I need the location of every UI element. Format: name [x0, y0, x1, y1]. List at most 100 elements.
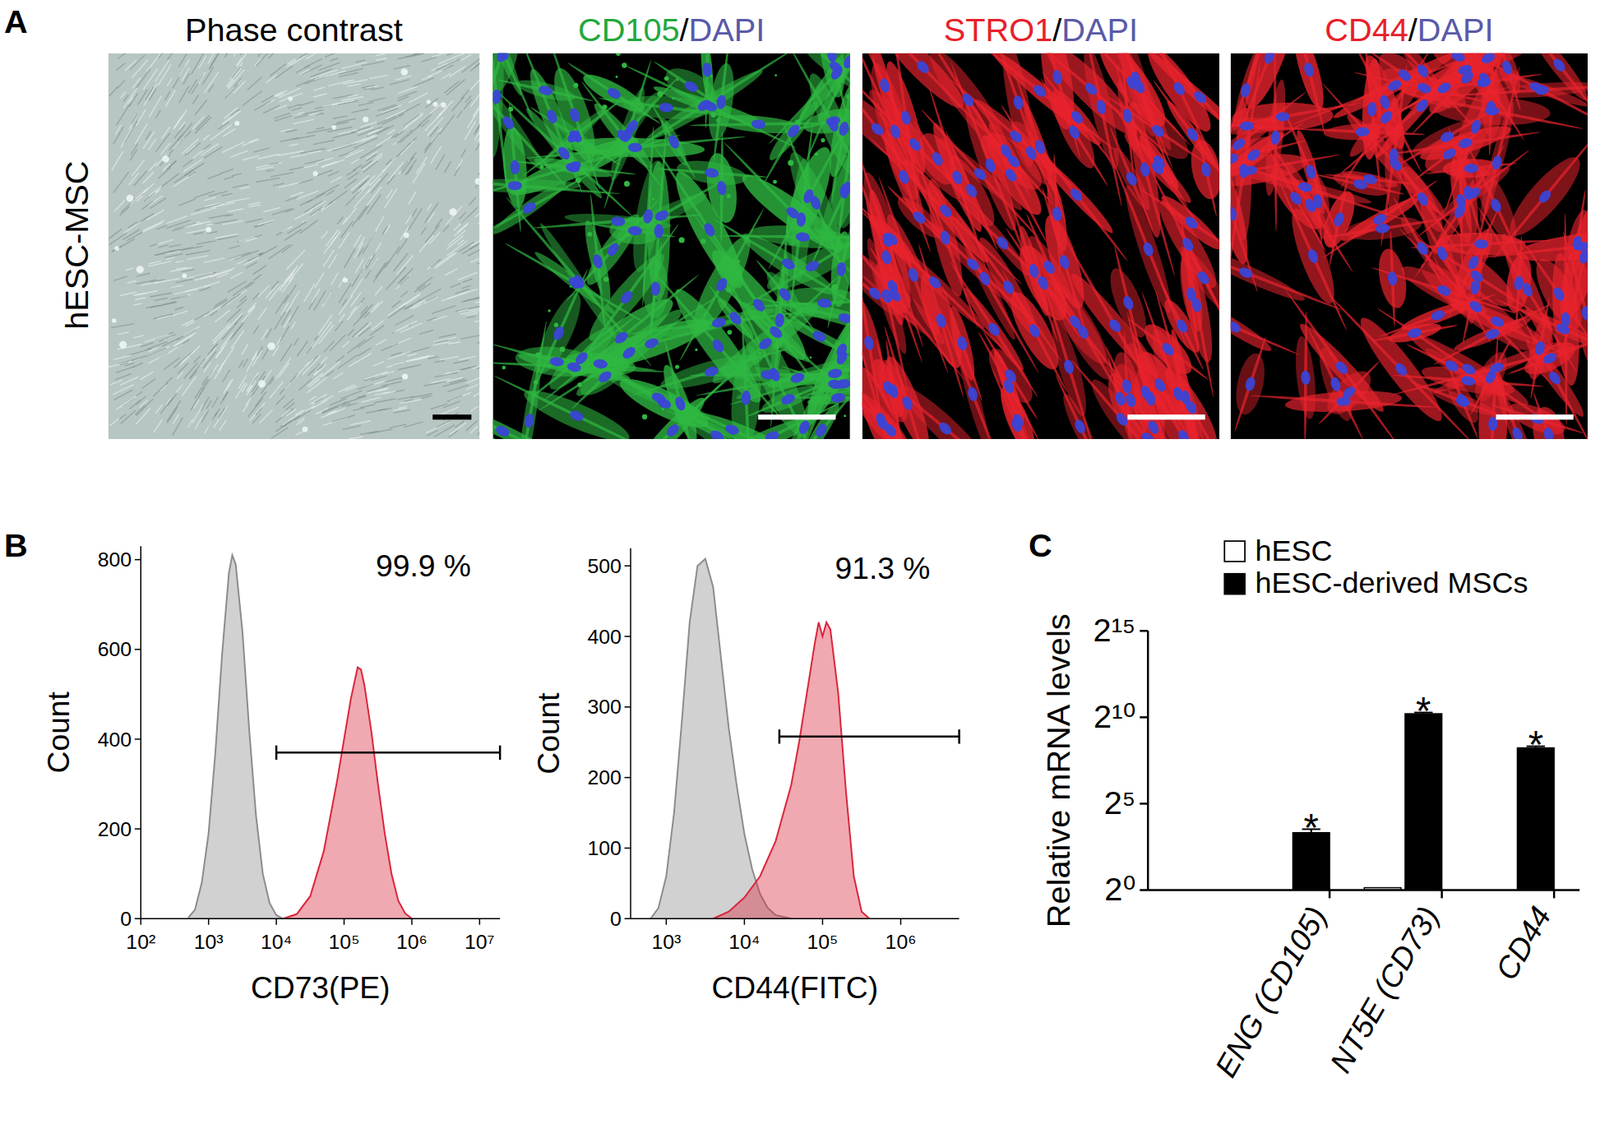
cell-streak [441, 73, 452, 79]
nucleus [591, 253, 604, 270]
nucleus [1033, 138, 1047, 156]
cell-streak [296, 341, 308, 357]
cell-streak [309, 396, 316, 401]
cell-streak [120, 127, 133, 148]
nucleus [937, 202, 954, 220]
cell-streak [129, 92, 139, 107]
cell-streak [351, 292, 362, 307]
cell-streak [329, 334, 346, 352]
cell-streak [242, 155, 259, 161]
stain-dot [650, 271, 653, 274]
nucleus [551, 324, 566, 342]
cell-streak [470, 406, 478, 412]
cell-streak [291, 321, 296, 329]
bright-cell [342, 277, 348, 283]
nucleus [1200, 161, 1212, 178]
title-part: STRO1 [943, 11, 1053, 48]
cell-streak [278, 362, 289, 377]
cell-streak [295, 410, 304, 416]
nucleus [650, 390, 667, 405]
cell-streak [153, 419, 163, 433]
nucleus [1026, 322, 1042, 340]
stain-dot [736, 259, 740, 264]
cell-streak [295, 361, 310, 377]
cell-body [1064, 268, 1166, 384]
bright-cell [136, 265, 144, 273]
cell-streak [113, 171, 130, 193]
cell-streak [294, 337, 300, 346]
cell-streak [463, 296, 480, 301]
nucleus [1192, 88, 1209, 106]
cell-process [1079, 53, 1124, 208]
cell-streak [310, 207, 324, 216]
cell-streak [382, 157, 398, 172]
stain-dot [846, 94, 851, 100]
cell-streak [397, 126, 407, 134]
cell-streak [172, 413, 180, 425]
cell-streak [113, 126, 124, 144]
cell-streak [299, 220, 318, 234]
cell-streak [192, 115, 204, 130]
cell-streak [475, 209, 480, 218]
cell-streak [461, 285, 471, 288]
cell-streak [143, 131, 154, 149]
cell-streak [358, 205, 370, 221]
cell-body [1046, 91, 1103, 173]
cell-streak [461, 207, 478, 224]
nucleus [839, 180, 851, 197]
title-part: DAPI [689, 11, 766, 48]
cell-streak [321, 231, 329, 239]
cell-streak [342, 97, 365, 102]
cell-streak [136, 195, 144, 202]
cell-streak [478, 396, 480, 408]
cell-streak [175, 267, 188, 269]
cell-streak [357, 336, 375, 348]
cell-streak [194, 408, 207, 430]
cell-streak [439, 356, 459, 361]
cell-streak [474, 318, 480, 322]
cell-streak [120, 362, 129, 366]
cell-streak [245, 353, 257, 372]
nucleus [998, 142, 1013, 160]
cell-streak [420, 120, 429, 128]
title-part: DAPI [1061, 11, 1138, 48]
nucleus [837, 120, 851, 137]
cell-streak [256, 166, 274, 171]
cell-streak [474, 305, 480, 307]
cell-streak [123, 87, 138, 109]
cell-streak [208, 53, 221, 70]
cell-streak [143, 220, 165, 232]
image-title: CD105/DAPI [578, 11, 765, 48]
cell-streak [254, 221, 273, 227]
nucleus [938, 229, 952, 246]
cell-streak [476, 260, 480, 264]
cell-streak [223, 380, 232, 394]
cell-streak [396, 320, 417, 331]
cell-streak [397, 364, 421, 370]
cell-streak [385, 159, 392, 166]
cell-streak [155, 60, 170, 83]
stain-dot [587, 231, 592, 237]
nucleus [977, 270, 993, 287]
nucleus [1082, 80, 1100, 98]
cell-streak [298, 379, 311, 391]
cell-streak [228, 255, 241, 260]
cell-streak [313, 93, 328, 98]
cell-streak [194, 190, 215, 199]
cell-streak [231, 330, 244, 348]
cell-streak [214, 298, 227, 306]
nucleus [897, 168, 911, 185]
cell-streak [464, 313, 478, 316]
nucleus [888, 123, 902, 140]
cell-streak [174, 109, 188, 128]
cell-body [1442, 68, 1509, 185]
bright-cell [161, 155, 169, 162]
cell-streak [375, 262, 386, 278]
nucleus [1121, 294, 1136, 311]
cell-streak [209, 310, 218, 316]
cell-streak [228, 245, 240, 250]
cell-streak [257, 153, 279, 159]
cell-streak [457, 110, 463, 119]
nucleus [767, 323, 785, 341]
stain-dot [795, 120, 801, 126]
